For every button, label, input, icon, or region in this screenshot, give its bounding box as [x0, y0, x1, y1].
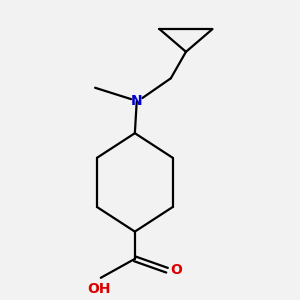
Text: O: O [170, 263, 182, 277]
Text: OH: OH [87, 282, 111, 296]
Text: N: N [131, 94, 142, 108]
